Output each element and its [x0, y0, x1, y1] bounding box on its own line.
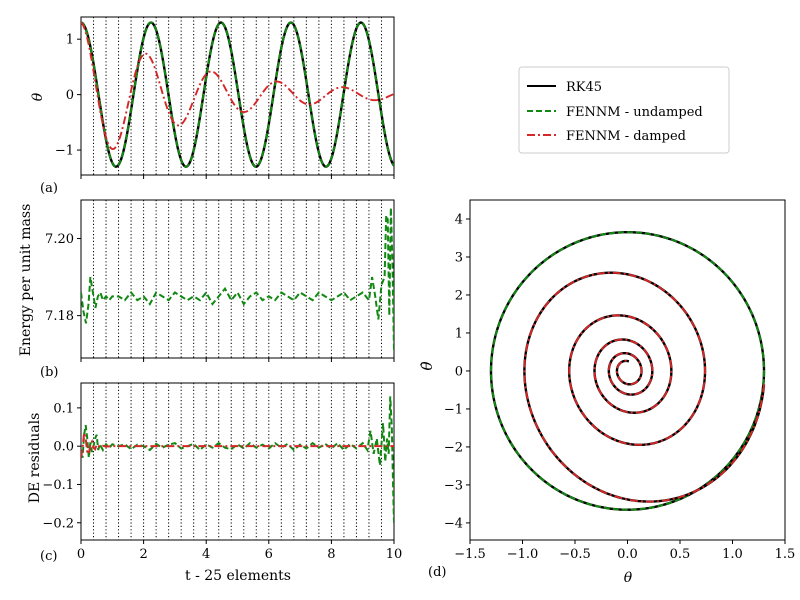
panel-c-xtick-label-0: 0	[77, 547, 85, 562]
panel-c-xtick-label-5: 10	[386, 547, 403, 562]
panel-d-xtick-label-0: −1.5	[454, 547, 486, 562]
panel-label-b: (b)	[40, 365, 58, 380]
panel-c-frame	[80, 382, 395, 541]
panel-d-xtick-label-3: 0.0	[617, 547, 638, 562]
panel-d-phase-portrait: (d) θ θ̇	[418, 361, 633, 586]
panel-c-xtick-label-1: 2	[139, 547, 147, 562]
panel-d-ytick-label-6: 2	[455, 288, 463, 303]
panel-label-a: (a)	[40, 181, 58, 196]
legend: RK45 FENNM - undamped FENNM - damped	[518, 66, 730, 154]
legend-label-fennm-undamped: FENNM - undamped	[566, 105, 703, 120]
panel-c-ytick-label-1: −0.1	[42, 478, 74, 493]
panel-a-ytick-label-1: 0	[66, 88, 74, 103]
panel-c-series-fennm-damped	[81, 432, 394, 458]
panel-c-ytick-label-2: 0.0	[53, 440, 74, 455]
legend-frame	[518, 66, 730, 154]
panel-b-ytick-label-1: 7.20	[45, 232, 74, 247]
legend-label-rk45: RK45	[566, 80, 602, 95]
panel-d-frame	[469, 199, 786, 541]
panel-d-ytick-label-3: −1	[444, 402, 463, 417]
panel-d-ytick-label-7: 3	[455, 250, 463, 265]
panel-b-ylabel: Energy per unit mass	[18, 204, 34, 357]
panel-d-ytick-label-0: −4	[444, 516, 463, 531]
panel-a-ytick-label-0: −1	[55, 144, 74, 159]
panel-a-theta-vs-time: (a) θ	[30, 92, 58, 196]
panel-b-energy: (b) Energy per unit mass	[18, 204, 58, 380]
panel-d-xtick-label-6: 1.5	[775, 547, 796, 562]
panel-d-xtick-label-4: 0.5	[670, 547, 691, 562]
panel-c-de-residuals: (c) DE residuals t - 25 elements	[27, 413, 291, 584]
panel-c-xtick-label-2: 4	[202, 547, 210, 562]
panel-d-ytick-label-8: 4	[455, 212, 463, 227]
panel-c-ytick-label-0: −0.2	[42, 516, 74, 531]
panel-a-ylabel: θ	[30, 92, 46, 101]
panel-label-c: (c)	[40, 549, 57, 564]
panel-d-ylabel: θ̇	[418, 361, 436, 370]
panel-d-ytick-label-4: 0	[455, 364, 463, 379]
panel-d-xtick-label-5: 1.0	[722, 547, 743, 562]
panel-a-series-fennm-damped	[81, 21, 394, 150]
panel-d-xlabel: θ	[624, 570, 633, 586]
panel-d-ytick-label-1: −3	[444, 478, 463, 493]
panel-b-series-fennm-undamped	[81, 207, 394, 351]
panel-d-xtick-label-1: −1.0	[507, 547, 539, 562]
panel-d-ytick-label-5: 1	[455, 326, 463, 341]
panel-a-frame	[80, 16, 395, 176]
panel-c-ylabel: DE residuals	[27, 413, 43, 504]
legend-label-fennm-damped: FENNM - damped	[566, 129, 686, 144]
panel-b-ytick-label-0: 7.18	[45, 309, 74, 324]
panel-b-frame	[80, 199, 395, 359]
panel-d-ytick-label-2: −2	[444, 440, 463, 455]
panel-c-xtick-label-3: 6	[265, 547, 273, 562]
panel-a-series-fennm-undamped	[81, 21, 394, 168]
panel-a-ytick-label-2: 1	[66, 33, 74, 48]
panel-label-d: (d)	[428, 565, 446, 580]
panel-c-xtick-label-4: 8	[327, 547, 335, 562]
panel-d-series-3-fennm-damped-damped	[523, 271, 765, 503]
panel-c-ytick-label-3: 0.1	[53, 401, 74, 416]
panel-d-xtick-label-2: −0.5	[559, 547, 591, 562]
panel-c-series-fennm-undamped	[81, 396, 394, 523]
panel-c-xlabel: t - 25 elements	[185, 568, 291, 584]
